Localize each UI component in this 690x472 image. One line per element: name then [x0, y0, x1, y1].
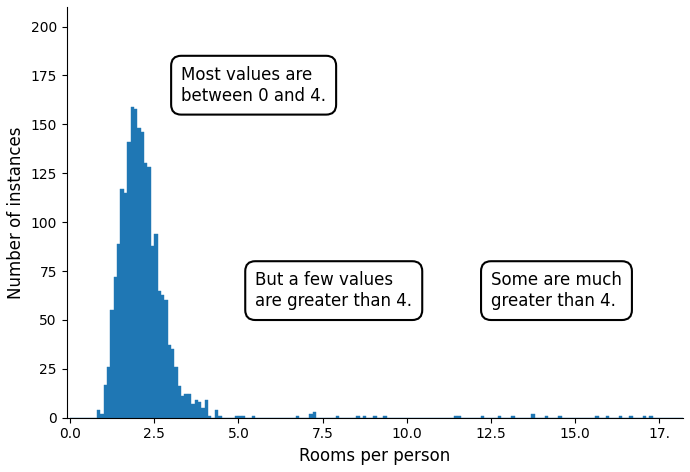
Bar	[117, 244, 121, 418]
Bar	[383, 416, 386, 418]
Bar	[191, 404, 195, 418]
Bar	[531, 414, 535, 418]
Bar	[157, 291, 161, 418]
Bar	[161, 295, 164, 418]
Bar	[205, 400, 208, 418]
Bar	[629, 416, 633, 418]
Text: Most values are
between 0 and 4.: Most values are between 0 and 4.	[181, 66, 326, 105]
Bar	[188, 394, 191, 418]
Bar	[100, 414, 104, 418]
Bar	[127, 142, 130, 418]
Bar	[642, 416, 646, 418]
Bar	[606, 416, 609, 418]
Bar	[97, 410, 100, 418]
Bar	[511, 416, 515, 418]
Bar	[208, 416, 211, 418]
Bar	[175, 367, 178, 418]
Bar	[313, 412, 316, 418]
Bar	[218, 416, 221, 418]
Bar	[235, 416, 239, 418]
Bar	[309, 414, 313, 418]
Bar	[649, 416, 653, 418]
Y-axis label: Number of instances: Number of instances	[7, 126, 25, 299]
Bar	[195, 400, 198, 418]
Bar	[148, 168, 151, 418]
Bar	[164, 300, 168, 418]
Bar	[239, 416, 241, 418]
Text: Some are much
greater than 4.: Some are much greater than 4.	[491, 271, 622, 310]
Bar	[454, 416, 457, 418]
Bar	[497, 416, 501, 418]
Bar	[104, 385, 107, 418]
Bar	[363, 416, 366, 418]
Bar	[215, 410, 218, 418]
Bar	[457, 416, 461, 418]
Bar	[134, 109, 137, 418]
Bar	[558, 416, 562, 418]
Bar	[130, 107, 134, 418]
Bar	[295, 416, 299, 418]
Bar	[144, 163, 148, 418]
Bar	[595, 416, 599, 418]
Bar	[141, 132, 144, 418]
Bar	[201, 408, 205, 418]
Bar	[545, 416, 549, 418]
Bar	[107, 367, 110, 418]
Bar	[137, 128, 141, 418]
Bar	[114, 277, 117, 418]
Bar	[619, 416, 622, 418]
Bar	[171, 349, 175, 418]
Bar	[124, 193, 127, 418]
Bar	[151, 245, 154, 418]
Bar	[198, 402, 201, 418]
X-axis label: Rooms per person: Rooms per person	[299, 447, 451, 465]
Bar	[110, 310, 114, 418]
Bar	[121, 189, 124, 418]
Bar	[178, 387, 181, 418]
Bar	[481, 416, 484, 418]
Bar	[336, 416, 339, 418]
Bar	[373, 416, 377, 418]
Bar	[356, 416, 359, 418]
Bar	[154, 234, 157, 418]
Bar	[252, 416, 255, 418]
Bar	[184, 394, 188, 418]
Bar	[241, 416, 245, 418]
Text: But a few values
are greater than 4.: But a few values are greater than 4.	[255, 271, 412, 310]
Bar	[181, 396, 184, 418]
Bar	[168, 346, 171, 418]
